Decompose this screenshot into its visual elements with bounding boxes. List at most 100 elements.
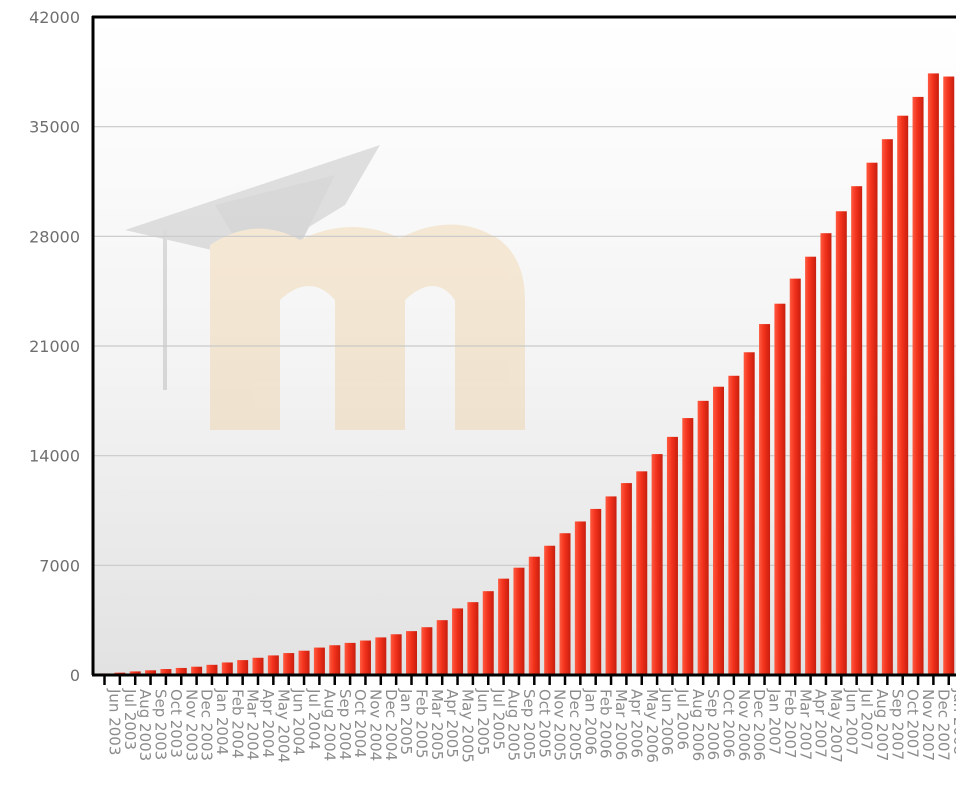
x-tick-label: Jul 2003 bbox=[121, 688, 139, 750]
x-tick-label: Jan 2004 bbox=[213, 688, 231, 755]
x-tick-label: Apr 2004 bbox=[259, 689, 277, 758]
x-tick-label: Aug 2005 bbox=[505, 689, 523, 761]
y-tick-label: 21000 bbox=[29, 337, 80, 356]
watermark-logo bbox=[125, 145, 525, 430]
bar bbox=[467, 602, 479, 675]
x-tick-label: Oct 2007 bbox=[904, 689, 922, 758]
bar bbox=[835, 211, 847, 675]
bar bbox=[713, 386, 724, 675]
x-tick-label: Sep 2006 bbox=[704, 689, 722, 760]
x-tick-label: Jan 2008 bbox=[950, 688, 956, 755]
y-tick-label: 14000 bbox=[29, 447, 80, 466]
bar bbox=[927, 73, 939, 675]
x-tick-label: Mar 2004 bbox=[244, 689, 262, 760]
y-tick-label: 35000 bbox=[29, 118, 80, 137]
x-tick-label: May 2004 bbox=[274, 689, 292, 763]
bar bbox=[528, 556, 540, 675]
bar bbox=[221, 662, 233, 675]
x-tick-label: Nov 2003 bbox=[182, 689, 200, 761]
x-tick-label: Feb 2007 bbox=[781, 689, 799, 759]
x-tick-label: Nov 2004 bbox=[366, 689, 384, 761]
x-tick-label: Nov 2005 bbox=[551, 689, 569, 761]
x-tick-label: Sep 2007 bbox=[888, 689, 906, 760]
bar bbox=[743, 352, 755, 675]
x-tick-label: Jan 2005 bbox=[397, 688, 415, 755]
x-tick-label: Mar 2007 bbox=[796, 689, 814, 760]
bar bbox=[759, 324, 771, 675]
bar bbox=[129, 671, 141, 675]
x-tick-label: Oct 2005 bbox=[535, 689, 553, 758]
x-tick-label: Mar 2006 bbox=[612, 689, 630, 760]
x-tick-label: Aug 2004 bbox=[320, 689, 338, 761]
y-tick-label: 7000 bbox=[39, 556, 80, 575]
bar bbox=[620, 483, 632, 675]
x-tick-label: Oct 2003 bbox=[167, 689, 185, 758]
x-tick-label: Aug 2007 bbox=[873, 689, 891, 761]
bar bbox=[344, 642, 356, 675]
bar bbox=[820, 233, 832, 675]
bar bbox=[866, 162, 878, 675]
x-tick-label: Feb 2006 bbox=[597, 689, 615, 759]
x-tick-label: Jun 2007 bbox=[842, 688, 860, 755]
bar bbox=[590, 508, 602, 675]
x-tick-label: Jul 2004 bbox=[305, 688, 323, 750]
x-tick-label: Jan 2007 bbox=[766, 688, 784, 755]
bar bbox=[774, 303, 786, 675]
x-tick-label: Nov 2006 bbox=[735, 689, 753, 761]
bar bbox=[421, 627, 433, 675]
bar bbox=[191, 666, 203, 675]
x-tick-label: Jul 2007 bbox=[858, 688, 876, 750]
bar bbox=[605, 496, 617, 675]
x-tick-label: Feb 2005 bbox=[413, 689, 431, 759]
bar bbox=[252, 657, 264, 675]
bar bbox=[851, 186, 863, 675]
bar bbox=[313, 647, 325, 675]
x-tick-label: Sep 2003 bbox=[152, 689, 170, 760]
bar bbox=[513, 567, 525, 675]
bar bbox=[805, 256, 817, 675]
bar bbox=[881, 139, 893, 675]
bars bbox=[99, 73, 955, 676]
x-tick-label: May 2005 bbox=[459, 689, 477, 763]
x-tick-label: Dec 2005 bbox=[566, 689, 584, 761]
bar bbox=[237, 660, 249, 675]
bar bbox=[651, 454, 663, 675]
x-tick-label: Feb 2004 bbox=[228, 689, 246, 759]
x-tick-label: Nov 2007 bbox=[919, 689, 937, 761]
bar bbox=[574, 521, 586, 675]
y-axis-ticks: 0 7000 14000 21000 28000 35000 42000 bbox=[29, 8, 80, 685]
bar bbox=[666, 436, 678, 675]
x-tick-label: Jun 2006 bbox=[658, 688, 676, 755]
x-tick-label: Sep 2005 bbox=[520, 689, 538, 760]
bar bbox=[728, 375, 740, 675]
x-tick-label: Jul 2005 bbox=[489, 688, 507, 750]
bar bbox=[406, 631, 417, 675]
x-tick-label: Apr 2007 bbox=[812, 689, 830, 758]
x-tick-label: Oct 2004 bbox=[351, 689, 369, 758]
bar bbox=[375, 637, 387, 675]
y-tick-label: 0 bbox=[70, 666, 80, 685]
bar bbox=[267, 655, 279, 675]
x-tick-label: Apr 2006 bbox=[627, 689, 645, 758]
x-tick-label: Dec 2003 bbox=[198, 689, 216, 761]
x-tick-label: Mar 2005 bbox=[428, 689, 446, 760]
x-tick-label: May 2006 bbox=[643, 689, 661, 763]
bar bbox=[559, 533, 571, 675]
bar bbox=[636, 471, 648, 675]
x-tick-label: Aug 2006 bbox=[689, 689, 707, 761]
bar bbox=[697, 400, 709, 675]
bar bbox=[283, 653, 295, 675]
bar bbox=[145, 670, 157, 675]
bar bbox=[897, 115, 909, 675]
x-tick-label: Jan 2006 bbox=[581, 688, 599, 755]
bar bbox=[789, 278, 801, 675]
bar bbox=[436, 620, 448, 675]
bar bbox=[682, 418, 694, 675]
x-tick-label: Dec 2006 bbox=[750, 689, 768, 761]
bar bbox=[452, 608, 464, 675]
bar bbox=[160, 669, 172, 675]
x-tick-label: Dec 2007 bbox=[934, 689, 952, 761]
